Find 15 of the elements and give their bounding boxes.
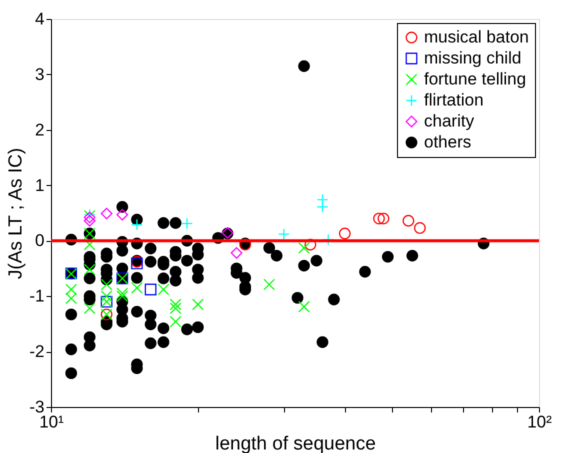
y-tick-label: 3 <box>35 64 44 84</box>
y-tick-label: 2 <box>35 120 44 140</box>
legend-label: missing child <box>424 48 522 68</box>
legend-label: charity <box>424 112 475 130</box>
legend-label: others <box>424 132 472 152</box>
y-tick-label: 0 <box>35 231 44 250</box>
y-tick-label: 4 <box>35 10 44 28</box>
legend-label: musical baton <box>424 28 529 46</box>
y-tick-label: 1 <box>35 176 44 195</box>
y-axis-title: J(As LT ; As IC) <box>5 148 26 280</box>
y-tick-label: -2 <box>29 342 44 362</box>
legend-label: fortune telling <box>424 70 526 88</box>
x-tick-label: 10² <box>527 412 552 432</box>
legend-label: flirtation <box>424 90 484 110</box>
y-tick-label: -1 <box>29 286 44 306</box>
